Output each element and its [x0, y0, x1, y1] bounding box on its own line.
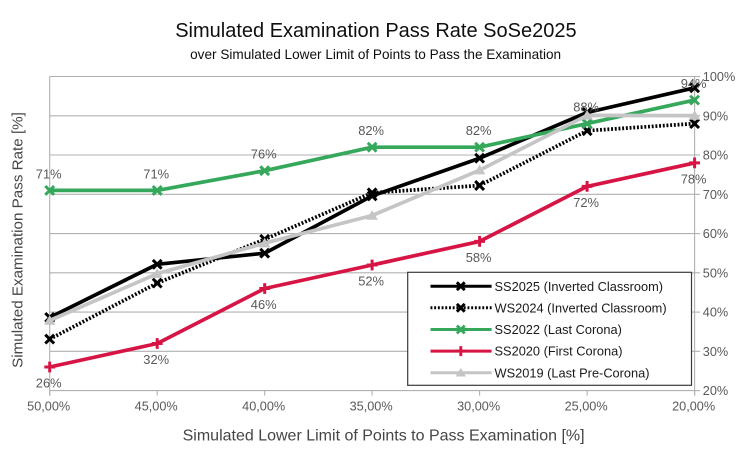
svg-text:46%: 46%: [251, 297, 277, 312]
svg-text:45,00%: 45,00%: [135, 400, 178, 414]
svg-text:SS2022 (Last Corona): SS2022 (Last Corona): [495, 322, 622, 337]
svg-text:70%: 70%: [703, 188, 728, 202]
svg-text:40%: 40%: [703, 306, 728, 320]
svg-text:Simulated Examination Pass Rat: Simulated Examination Pass Rate [%]: [10, 112, 27, 368]
svg-text:90%: 90%: [703, 109, 728, 123]
svg-text:50,00%: 50,00%: [27, 400, 70, 414]
svg-text:20,00%: 20,00%: [672, 400, 715, 414]
svg-text:82%: 82%: [466, 123, 492, 138]
svg-text:Simulated Examination Pass Rat: Simulated Examination Pass Rate SoSe2025: [175, 20, 576, 42]
svg-text:76%: 76%: [251, 147, 277, 162]
svg-text:30%: 30%: [703, 345, 728, 359]
svg-text:SS2025 (Inverted Classroom): SS2025 (Inverted Classroom): [495, 279, 664, 294]
svg-text:71%: 71%: [143, 166, 169, 181]
svg-text:52%: 52%: [358, 273, 384, 288]
svg-text:100%: 100%: [703, 70, 735, 84]
svg-text:WS2019 (Last Pre-Corona): WS2019 (Last Pre-Corona): [495, 365, 650, 380]
svg-text:72%: 72%: [573, 195, 599, 210]
svg-text:58%: 58%: [466, 250, 492, 265]
svg-text:20%: 20%: [703, 384, 728, 398]
svg-text:82%: 82%: [358, 123, 384, 138]
svg-text:26%: 26%: [36, 375, 62, 390]
svg-text:SS2020 (First Corona): SS2020 (First Corona): [495, 344, 623, 359]
svg-text:25,00%: 25,00%: [565, 400, 608, 414]
svg-text:60%: 60%: [703, 227, 728, 241]
svg-text:78%: 78%: [681, 171, 707, 186]
svg-text:over Simulated Lower Limit of: over Simulated Lower Limit of Points to …: [190, 47, 561, 62]
svg-text:40,00%: 40,00%: [242, 400, 285, 414]
svg-text:32%: 32%: [143, 352, 169, 367]
svg-text:Simulated Lower Limit of Point: Simulated Lower Limit of Points to Pass …: [183, 428, 585, 445]
svg-text:30,00%: 30,00%: [457, 400, 500, 414]
svg-text:WS2024 (Inverted Classroom): WS2024 (Inverted Classroom): [495, 300, 667, 315]
svg-text:94%: 94%: [681, 76, 707, 91]
svg-text:88%: 88%: [573, 100, 599, 115]
svg-text:50%: 50%: [703, 266, 728, 280]
svg-text:80%: 80%: [703, 149, 728, 163]
svg-text:35,00%: 35,00%: [350, 400, 393, 414]
svg-text:71%: 71%: [36, 166, 62, 181]
